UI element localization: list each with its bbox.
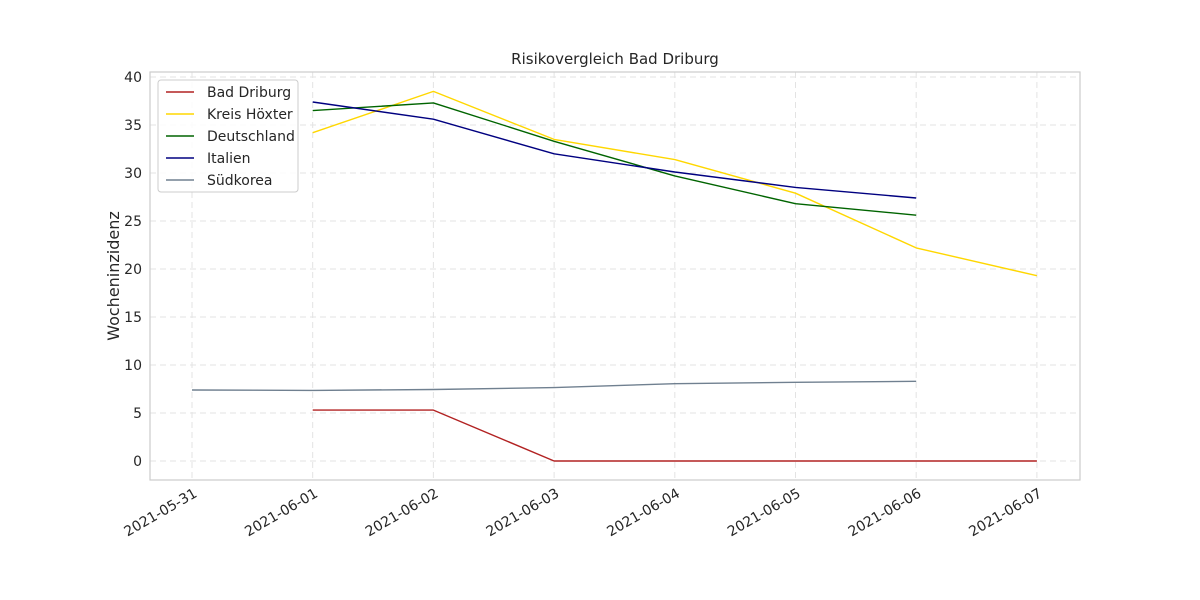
- plot-frame: [149, 71, 1081, 481]
- y-tick-label: 35: [124, 118, 142, 134]
- legend: Bad Driburg Kreis Höxter Deutschland Italie…: [157, 79, 299, 193]
- legend-label: Bad Driburg: [207, 85, 291, 101]
- y-tick-label: 5: [133, 406, 142, 422]
- series-line: [191, 380, 917, 392]
- y-tick-label: 25: [124, 214, 142, 230]
- y-tick-labels: 0 5 10 15 20 25 30 35 40: [124, 70, 142, 470]
- y-tick-label: 10: [124, 358, 142, 374]
- y-tick-label: 20: [124, 262, 142, 278]
- legend-box: [157, 79, 299, 193]
- series-line: [312, 90, 1038, 277]
- series-lines: [191, 90, 1038, 462]
- legend-label: Italien: [207, 151, 250, 167]
- y-axis-label: Wocheninzidenz: [104, 211, 123, 341]
- series-line: [312, 409, 1037, 462]
- chart-title: Risikovergleich Bad Driburg: [511, 50, 719, 68]
- y-tick-label: 0: [133, 454, 142, 470]
- grid: [150, 72, 1080, 480]
- legend-label: Südkorea: [207, 173, 272, 189]
- legend-label: Deutschland: [207, 129, 295, 145]
- y-tick-label: 30: [124, 166, 142, 182]
- y-tick-label: 15: [124, 310, 142, 326]
- series-line: [312, 102, 917, 216]
- legend-label: Kreis Höxter: [207, 107, 293, 123]
- series-line: [312, 101, 917, 199]
- y-tick-label: 40: [124, 70, 142, 86]
